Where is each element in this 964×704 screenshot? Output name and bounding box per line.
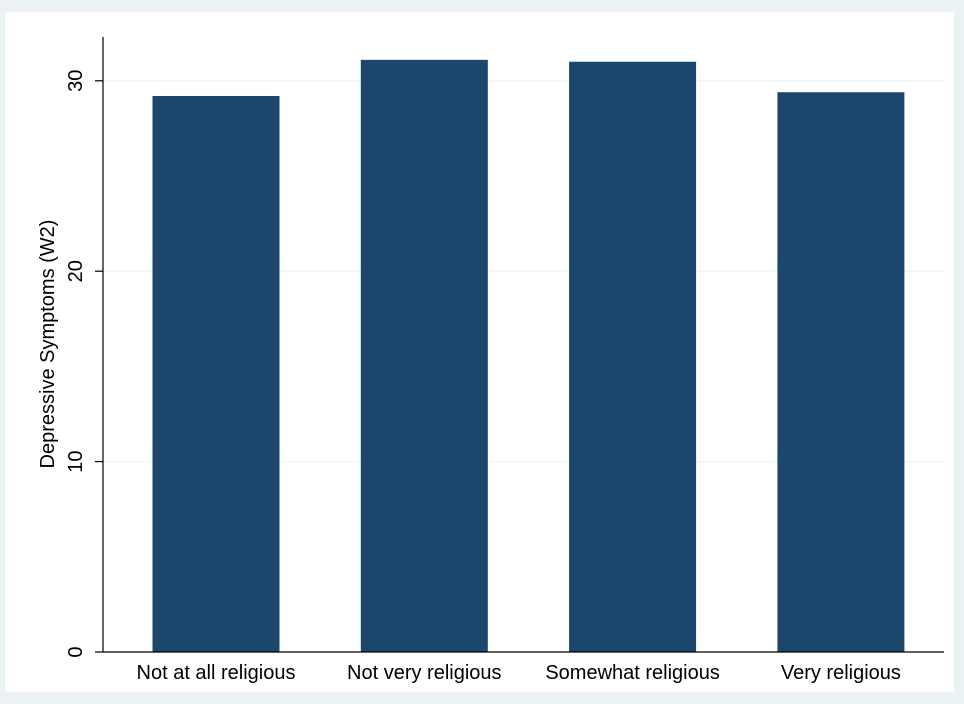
bar: [777, 92, 905, 652]
y-tick-label: 30: [65, 70, 87, 92]
x-tick-label: Not at all religious: [137, 662, 296, 684]
y-tick-label: 20: [65, 260, 87, 282]
y-tick-label: 10: [65, 450, 87, 472]
y-axis-title: Depressive Symptoms (W2): [37, 220, 59, 469]
y-tick-label: 0: [65, 646, 87, 657]
x-tick-label: Not very religious: [347, 662, 502, 684]
y-axis-ticks: 0 10 20 30: [65, 70, 103, 658]
bar: [360, 59, 488, 653]
bars: [152, 59, 905, 653]
axes: [102, 37, 944, 653]
x-tick-label: Very religious: [781, 662, 901, 684]
x-tick-label: Somewhat religious: [545, 662, 720, 684]
bar: [152, 96, 280, 652]
bar: [569, 61, 697, 653]
x-axis-tick-labels: Not at all religious Not very religious So…: [137, 662, 901, 684]
